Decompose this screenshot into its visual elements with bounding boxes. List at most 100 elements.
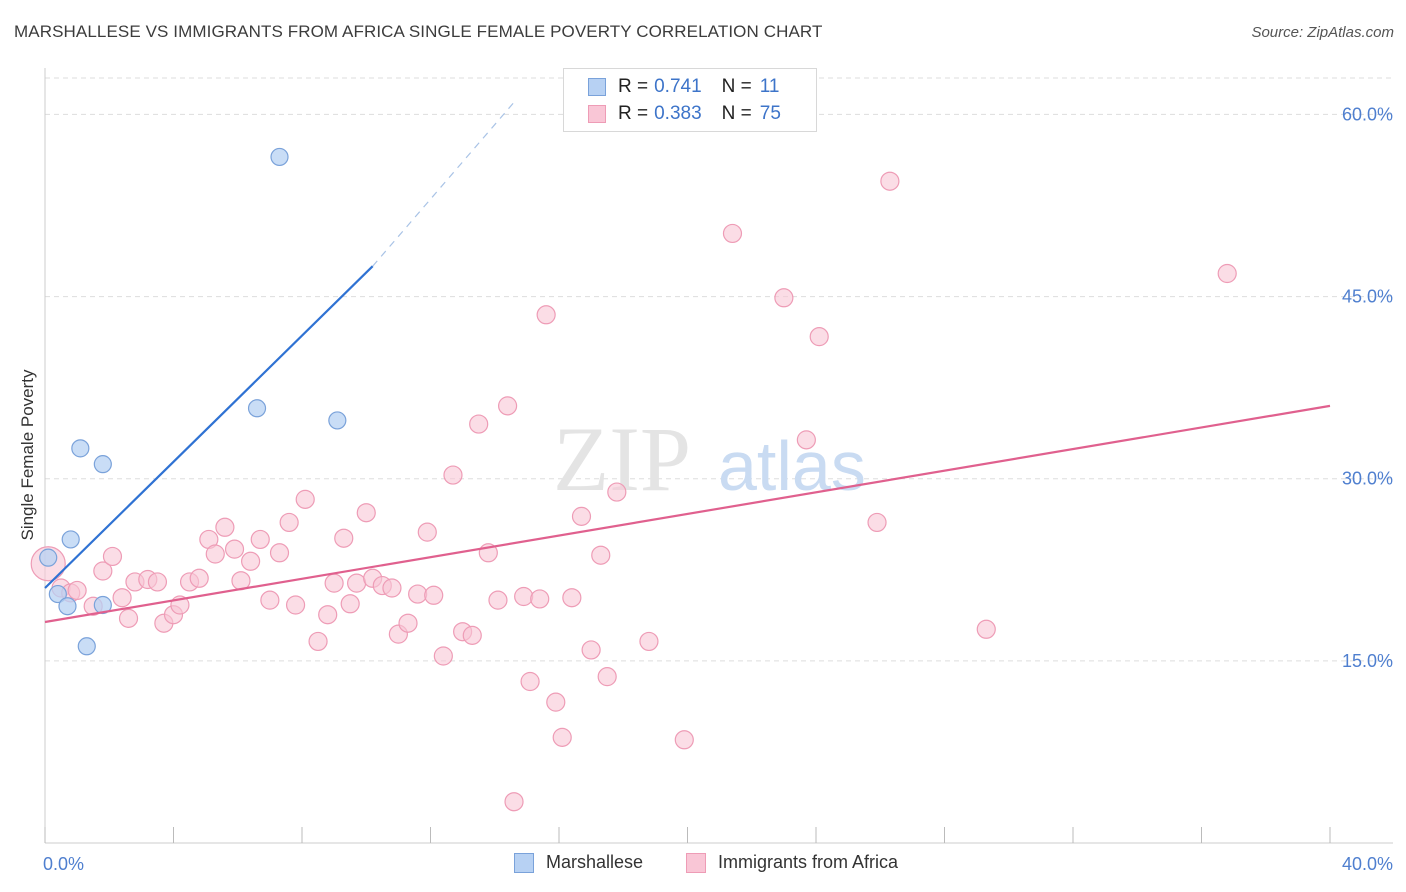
immigrants-point — [118, 608, 139, 628]
tick-labels: 15.0% 30.0% 45.0% 60.0% 0.0% 40.0% — [43, 104, 1393, 874]
immigrants-point — [147, 572, 168, 592]
immigrants-point — [607, 482, 627, 502]
series-legend: Marshallese Immigrants from Africa — [0, 852, 1406, 876]
legend-r-label: R = — [618, 76, 649, 97]
immigrants-point — [279, 512, 299, 533]
immigrants-point — [562, 588, 582, 608]
marshallese-point — [77, 637, 96, 656]
legend-row-marshallese: R = 0.741 N = 11 — [588, 75, 780, 99]
immigrants-point — [382, 578, 402, 598]
legend-r-value: 0.383 — [654, 103, 702, 124]
immigrants-point — [433, 646, 453, 666]
immigrants-point — [976, 619, 996, 639]
immigrants-point — [93, 561, 113, 581]
marshallese-point — [247, 399, 267, 418]
immigrants-point — [722, 223, 743, 244]
immigrants-point — [880, 171, 900, 191]
y-tick-label: 15.0% — [1342, 651, 1393, 671]
marshallese-point — [58, 597, 77, 616]
immigrants-point — [285, 595, 306, 615]
y-tick-label: 60.0% — [1342, 104, 1393, 124]
immigrants-point — [488, 590, 508, 610]
legend-r-label: R = — [618, 103, 649, 124]
series-legend-marshallese: Marshallese — [514, 852, 643, 873]
immigrants-point — [340, 594, 360, 614]
immigrants-point — [417, 522, 437, 542]
legend-n-label: N = — [721, 76, 752, 97]
immigrants-point — [546, 692, 566, 712]
marshallese-point — [48, 584, 67, 604]
immigrants-point — [796, 430, 816, 450]
legend-swatch-pink — [588, 105, 606, 123]
marshallese-trend-line — [44, 265, 374, 589]
immigrants-point — [809, 327, 829, 347]
immigrants-point — [674, 730, 694, 750]
immigrants-point — [520, 671, 540, 692]
marshallese-point — [61, 530, 80, 549]
immigrants-point — [867, 512, 887, 533]
series-label: Marshallese — [546, 852, 644, 872]
series-swatch-blue — [514, 852, 534, 873]
series-swatch-pink — [686, 852, 706, 873]
immigrants-point — [1217, 263, 1237, 284]
marshallese-trend-extension — [372, 101, 515, 267]
legend-n-value: 11 — [759, 76, 780, 97]
legend-row-immigrants: R = 0.383 N = 75 — [588, 102, 781, 126]
immigrants-point — [597, 667, 617, 687]
immigrants-point — [774, 288, 794, 308]
legend-n-label: N = — [721, 103, 752, 124]
series-legend-immigrants: Immigrants from Africa — [686, 852, 898, 873]
immigrants-point — [356, 503, 376, 523]
immigrants-point — [424, 585, 444, 605]
immigrants-point — [469, 414, 489, 434]
immigrants-point — [514, 586, 534, 607]
marshallese-points — [39, 147, 347, 656]
immigrants-point — [347, 573, 367, 593]
immigrants-point — [260, 590, 280, 610]
immigrants-point — [205, 544, 225, 564]
immigrants-point — [530, 589, 550, 609]
immigrants-from-africa-points — [30, 171, 1237, 812]
immigrants-point — [571, 506, 592, 526]
y-axis-label: Single Female Poverty — [18, 369, 37, 541]
legend-r-value: 0.741 — [654, 76, 702, 97]
immigrants-point — [639, 631, 659, 652]
immigrants-point — [241, 551, 261, 571]
legend-swatch-blue — [588, 78, 606, 96]
immigrants-point — [504, 792, 524, 812]
marshallese-point — [93, 455, 112, 474]
immigrants-point — [536, 305, 556, 325]
immigrants-point — [443, 465, 463, 485]
immigrants-point — [324, 573, 344, 593]
marshallese-point — [39, 548, 58, 567]
immigrants-point — [334, 528, 354, 548]
immigrants-point — [498, 396, 518, 416]
immigrants-point — [462, 625, 482, 645]
marshallese-point — [93, 595, 112, 615]
immigrants-point — [398, 613, 418, 633]
marshallese-point — [270, 147, 289, 167]
immigrants-point — [224, 539, 245, 559]
immigrants-point — [552, 727, 572, 747]
immigrants-point — [269, 543, 290, 563]
immigrants-point — [215, 517, 235, 537]
immigrants-point — [67, 580, 87, 601]
series-label: Immigrants from Africa — [718, 852, 899, 872]
watermark-atlas: atlas — [718, 427, 866, 505]
trend-lines — [44, 101, 1331, 624]
immigrants-trend-line — [44, 404, 1331, 624]
correlation-legend: R = 0.741 N = 11 R = 0.383 N = 75 — [563, 68, 817, 132]
immigrants-point — [295, 489, 315, 509]
source-label: Source: ZipAtlas.com — [1251, 24, 1394, 41]
marshallese-point — [328, 411, 347, 430]
immigrants-point — [408, 584, 428, 604]
marshallese-point — [71, 439, 90, 458]
immigrants-point — [102, 546, 123, 567]
immigrants-point — [591, 545, 611, 565]
immigrants-point — [189, 568, 209, 588]
watermark: ZIP atlas — [553, 408, 866, 510]
immigrants-point — [581, 640, 601, 660]
chart-title: MARSHALLESE VS IMMIGRANTS FROM AFRICA SI… — [14, 22, 823, 41]
x-tick-label: 0.0% — [43, 854, 84, 874]
